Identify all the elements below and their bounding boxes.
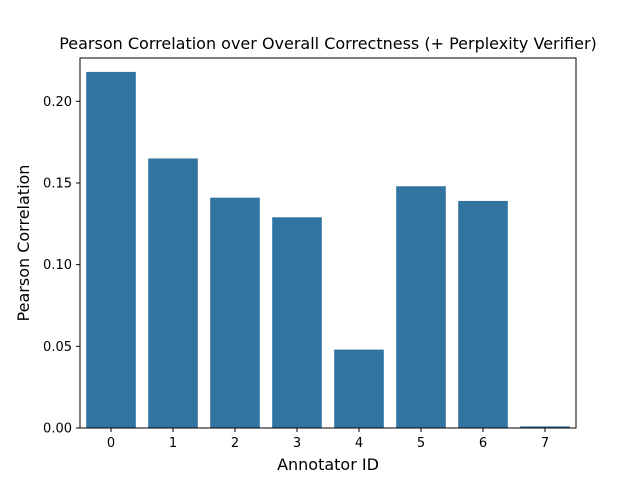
- bar-annotator-0: [86, 71, 136, 429]
- y-tick-label: 0.15: [43, 176, 72, 191]
- x-tick-label: 3: [293, 436, 301, 451]
- bar-annotator-5: [396, 186, 446, 428]
- y-tick-label: 0.20: [43, 95, 72, 110]
- bars-group: [86, 71, 570, 429]
- y-tick-label: 0.00: [43, 422, 72, 437]
- y-tick-label: 0.05: [43, 340, 72, 355]
- x-tick-label: 5: [417, 436, 425, 451]
- bar-annotator-7: [520, 426, 570, 428]
- y-axis-ticks: 0.00 0.05 0.10 0.15 0.20: [43, 95, 80, 437]
- x-axis-ticks: 0 1 2 3 4 5 6 7: [107, 428, 549, 451]
- x-tick-label: 2: [231, 436, 239, 451]
- x-tick-label: 6: [479, 436, 487, 451]
- bar-annotator-2: [210, 197, 260, 428]
- x-tick-label: 1: [169, 436, 177, 451]
- bar-annotator-4: [334, 349, 384, 428]
- bar-annotator-3: [272, 217, 322, 428]
- x-tick-label: 0: [107, 436, 115, 451]
- chart-title: Pearson Correlation over Overall Correct…: [59, 34, 597, 53]
- y-tick-label: 0.10: [43, 258, 72, 273]
- bar-annotator-6: [458, 200, 508, 428]
- y-axis-title: Pearson Correlation: [14, 165, 33, 322]
- bar-annotator-1: [148, 158, 198, 429]
- x-tick-label: 7: [541, 436, 549, 451]
- x-axis-title: Annotator ID: [277, 455, 379, 474]
- x-tick-label: 4: [355, 436, 363, 451]
- plot-frame: [79, 57, 577, 429]
